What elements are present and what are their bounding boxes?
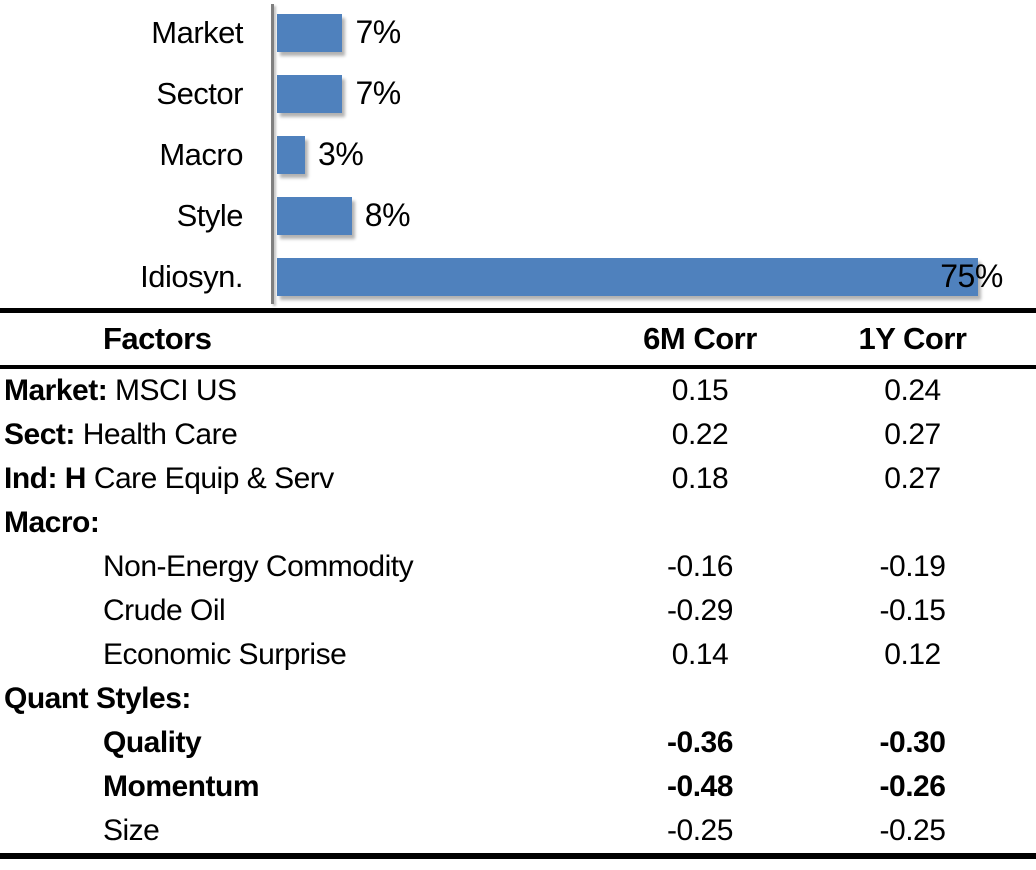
bar-value-label: 7% xyxy=(355,75,401,111)
chart-row-macro: Macro 3% xyxy=(0,124,1036,185)
corr-1y-value: -0.25 xyxy=(879,814,946,847)
factor-label-bold: Macro: xyxy=(4,506,100,539)
bar-value-label: 75% xyxy=(940,258,1003,294)
table-header-row: Factors 6M Corr 1Y Corr xyxy=(0,313,1036,369)
corr-6m-value: -0.36 xyxy=(667,726,733,759)
factor-label-rest: Care Equip & Serv xyxy=(85,462,334,495)
corr-1y-value: -0.15 xyxy=(879,594,946,627)
corr-6m-value: -0.48 xyxy=(667,770,733,803)
table-row-quality: Quality -0.36 -0.30 xyxy=(0,721,1036,765)
corr-6m-value: -0.29 xyxy=(667,594,733,627)
factor-label: Market: MSCI US xyxy=(0,374,575,408)
category-label: Style xyxy=(176,197,244,233)
bar-value-label: 3% xyxy=(318,136,364,172)
corr-6m-value: -0.16 xyxy=(667,550,733,583)
table-row-industry: Ind: H Care Equip & Serv 0.18 0.27 xyxy=(0,457,1036,501)
header-factors: Factors xyxy=(103,321,212,356)
category-label: Idiosyn. xyxy=(140,258,243,294)
corr-6m-value: 0.18 xyxy=(671,462,729,495)
bar-macro xyxy=(277,135,306,174)
corr-1y-value: 0.12 xyxy=(884,638,941,671)
factor-label-bold: Quant Styles: xyxy=(4,682,191,715)
bar-wrap: 3% xyxy=(277,135,364,174)
table-row-momentum: Momentum -0.48 -0.26 xyxy=(0,765,1036,809)
bar-value-label: 8% xyxy=(364,197,411,233)
corr-6m-value: 0.15 xyxy=(671,374,729,407)
table-row-quant-styles-header: Quant Styles: xyxy=(0,677,1036,721)
table-row-market: Market: MSCI US 0.15 0.24 xyxy=(0,369,1036,413)
factor-label: Sect: Health Care xyxy=(0,418,575,452)
factor-label-rest: Size xyxy=(103,814,160,847)
bar-wrap: 75% xyxy=(277,257,1003,296)
factor-label-rest: Non-Energy Commodity xyxy=(103,550,414,583)
factor-label: Quality xyxy=(0,726,575,760)
chart-vertical-axis-line xyxy=(271,4,274,304)
bar-wrap: 7% xyxy=(277,13,401,52)
corr-1y-value: -0.30 xyxy=(879,726,946,759)
table-row-non-energy-commodity: Non-Energy Commodity -0.16 -0.19 xyxy=(0,545,1036,589)
table-row-sector: Sect: Health Care 0.22 0.27 xyxy=(0,413,1036,457)
chart-row-sector: Sector 7% xyxy=(0,63,1036,124)
factor-label-rest: Health Care xyxy=(74,418,238,451)
bar-value-label: 7% xyxy=(355,14,401,50)
factor-label: Momentum xyxy=(0,770,575,804)
factor-label: Non-Energy Commodity xyxy=(0,550,575,584)
factor-label: Ind: H Care Equip & Serv xyxy=(0,462,575,496)
header-1y-corr: 1Y Corr xyxy=(858,321,967,356)
bar-market xyxy=(277,13,343,52)
bar-wrap: 7% xyxy=(277,74,401,113)
corr-6m-value: -0.25 xyxy=(667,814,733,847)
corr-1y-value: 0.27 xyxy=(884,418,941,451)
bar-style xyxy=(277,196,352,235)
header-6m-corr: 6M Corr xyxy=(643,321,757,356)
chart-row-style: Style 8% xyxy=(0,185,1036,246)
table-row-economic-surprise: Economic Surprise 0.14 0.12 xyxy=(0,633,1036,677)
factor-label-bold: Sect: xyxy=(4,418,75,451)
bar-wrap: 8% xyxy=(277,196,411,235)
factor-label-rest: MSCI US xyxy=(107,374,237,407)
risk-decomposition-bar-chart: Market 7% Sector 7% Macro 3% Style 8% Id… xyxy=(0,0,1036,308)
category-label: Macro xyxy=(159,136,243,172)
factor-label: Size xyxy=(0,814,575,848)
corr-1y-value: 0.24 xyxy=(884,374,941,407)
chart-row-market: Market 7% xyxy=(0,2,1036,63)
bar-sector xyxy=(277,74,343,113)
table-row-macro-header: Macro: xyxy=(0,501,1036,545)
chart-row-idiosyncratic: Idiosyn. 75% xyxy=(0,246,1036,307)
factor-label-bold: Market: xyxy=(4,374,108,407)
corr-6m-value: 0.22 xyxy=(671,418,729,451)
factor-label-rest: Crude Oil xyxy=(103,594,226,627)
factor-label: Crude Oil xyxy=(0,594,575,628)
table-row-crude-oil: Crude Oil -0.29 -0.15 xyxy=(0,589,1036,633)
corr-6m-value: 0.14 xyxy=(671,638,729,671)
factor-label: Quant Styles: xyxy=(0,682,575,716)
category-label: Market xyxy=(151,14,243,50)
category-label: Sector xyxy=(156,75,243,111)
bar-idiosyncratic xyxy=(277,257,979,296)
factor-label-rest: Momentum xyxy=(103,770,260,803)
factor-label: Economic Surprise xyxy=(0,638,575,672)
corr-1y-value: -0.26 xyxy=(879,770,946,803)
factor-correlation-table: Factors 6M Corr 1Y Corr Market: MSCI US … xyxy=(0,308,1036,859)
table-row-size: Size -0.25 -0.25 xyxy=(0,809,1036,853)
corr-1y-value: -0.19 xyxy=(879,550,946,583)
corr-1y-value: 0.27 xyxy=(884,462,941,495)
factor-label-rest: Quality xyxy=(103,726,202,759)
factor-label-bold: Ind: H xyxy=(4,462,86,495)
factor-label: Macro: xyxy=(0,506,575,540)
factor-label-rest: Economic Surprise xyxy=(103,638,347,671)
